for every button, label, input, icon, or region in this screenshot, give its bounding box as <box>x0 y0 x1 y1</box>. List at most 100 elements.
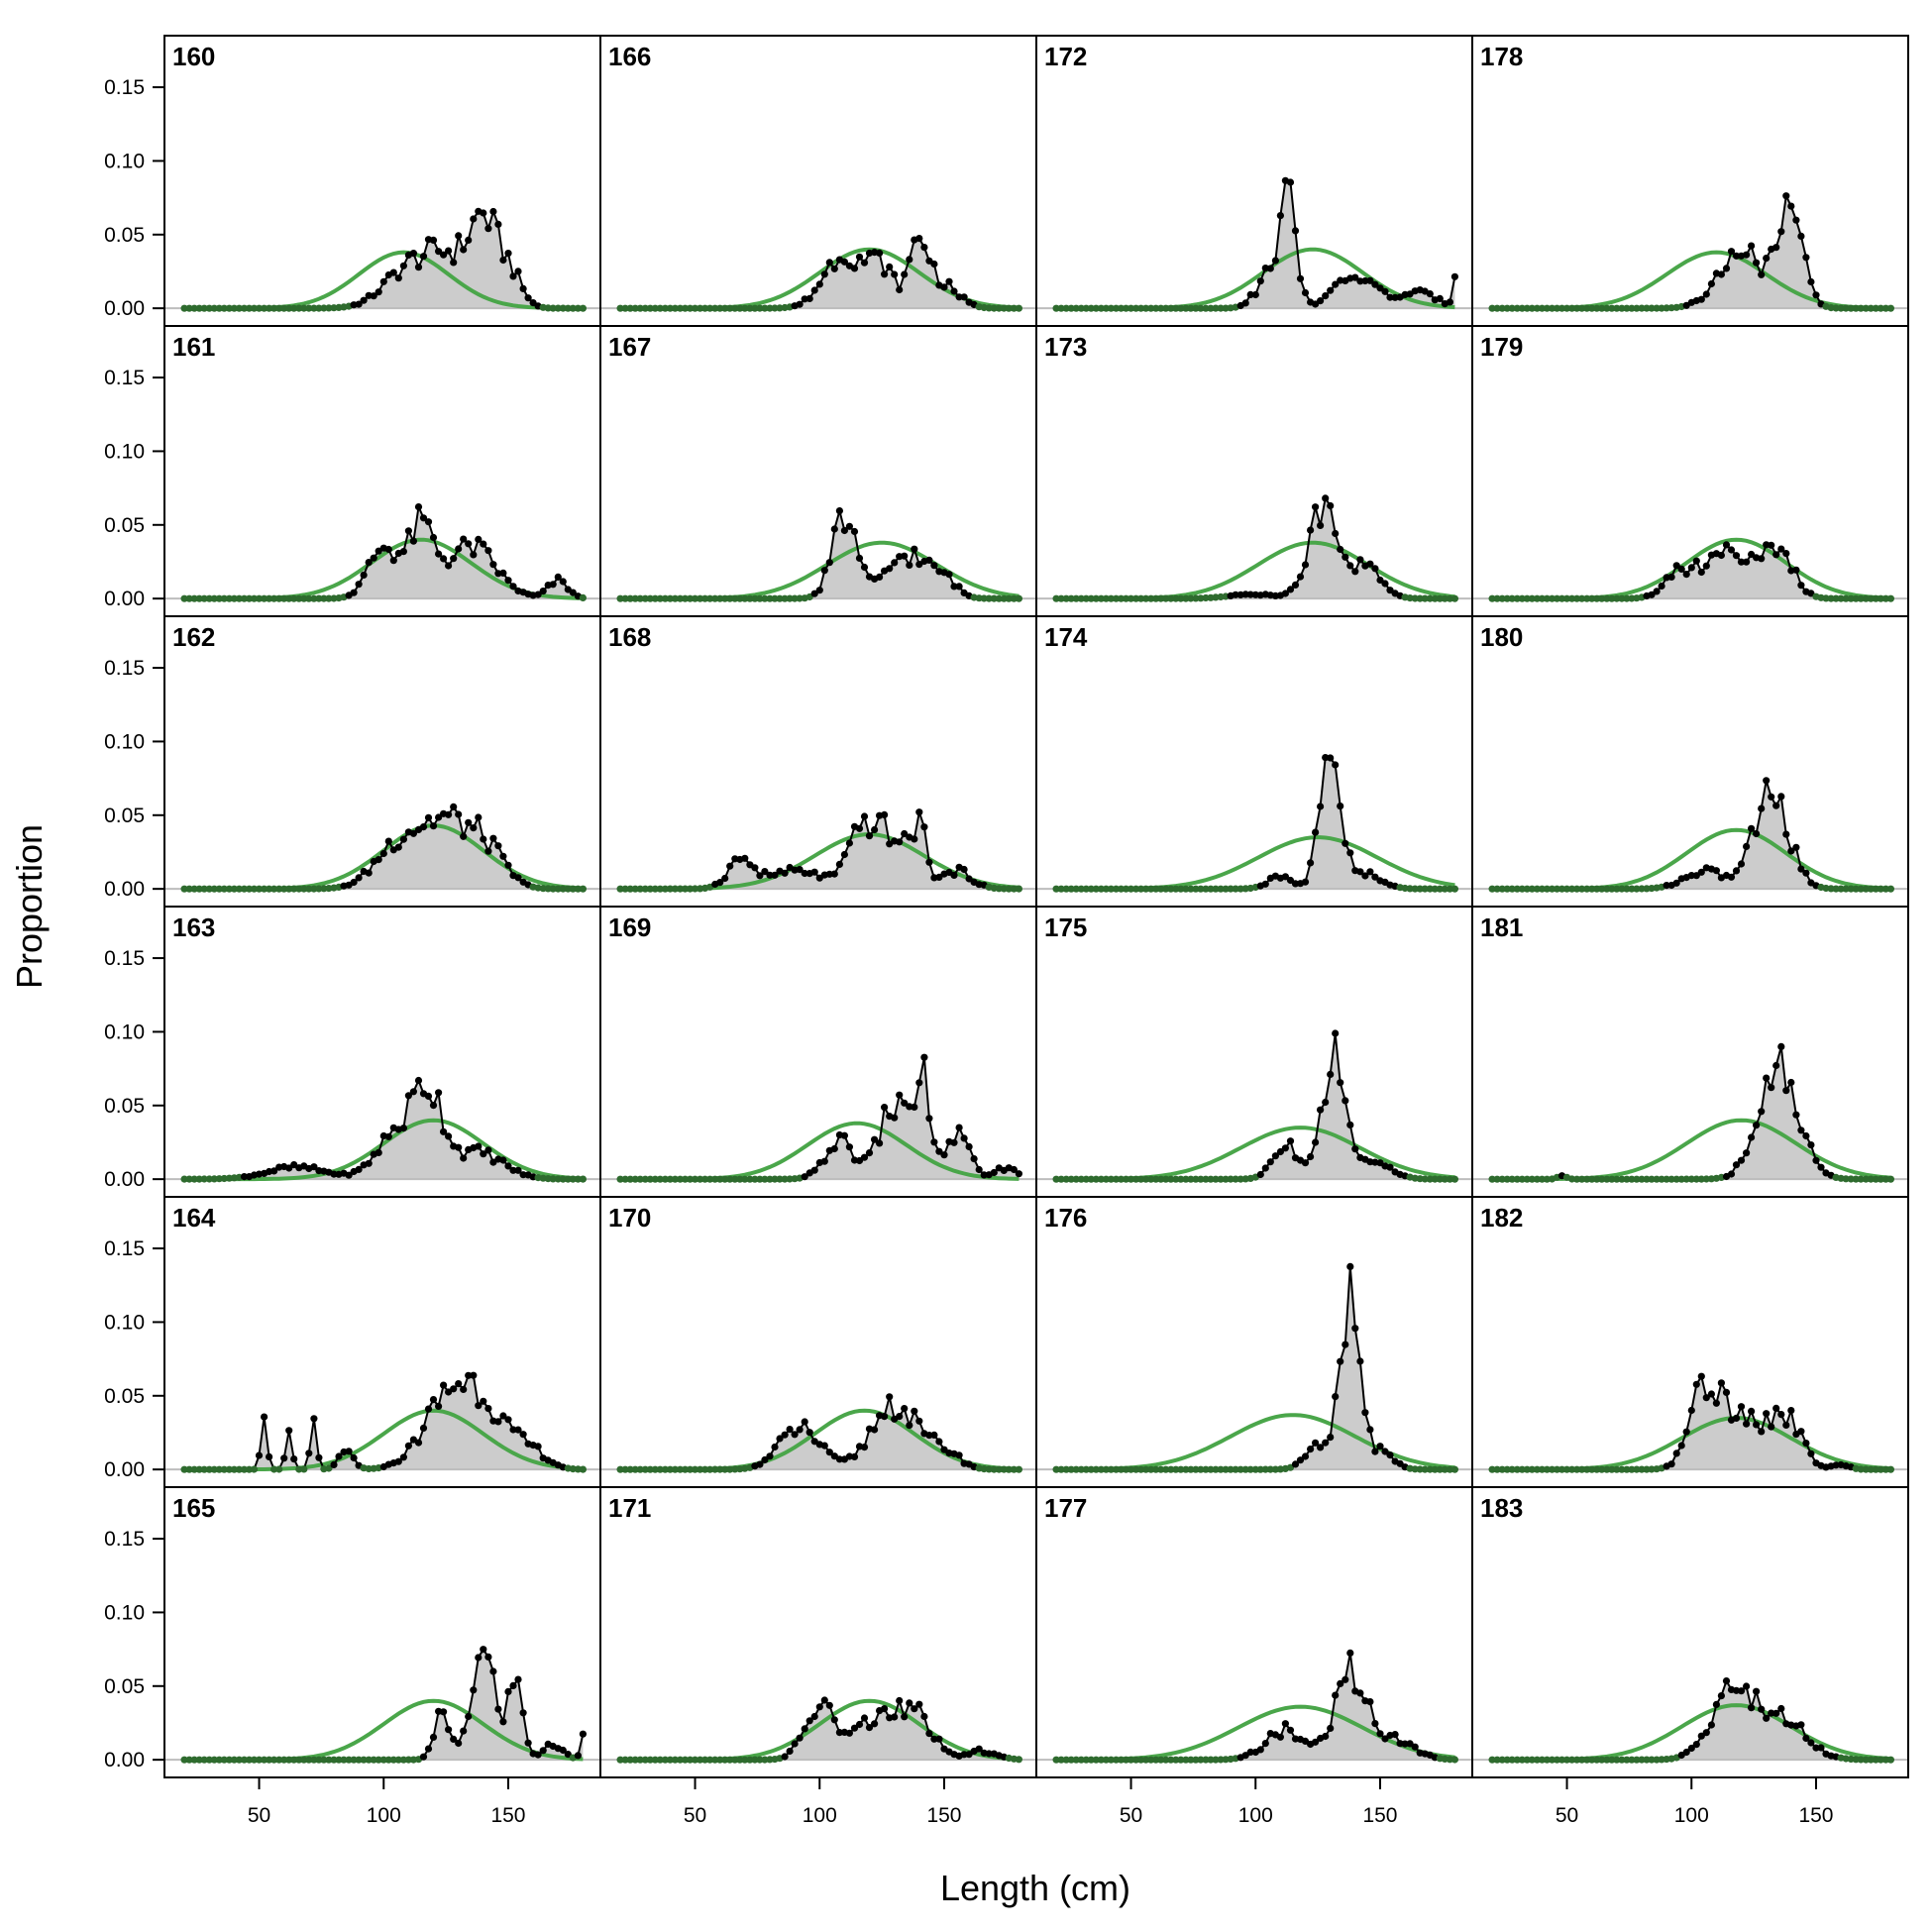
observed-point <box>1082 1465 1090 1473</box>
observed-point <box>930 1735 938 1743</box>
observed-point <box>1692 1380 1700 1388</box>
observed-point <box>1332 1393 1340 1401</box>
observed-point <box>460 246 468 254</box>
observed-point <box>1598 1756 1606 1764</box>
observed-point <box>1132 594 1140 602</box>
observed-point <box>1212 304 1220 312</box>
observed-point <box>995 594 1003 602</box>
y-tick-label: 0.00 <box>104 297 145 320</box>
observed-point <box>666 1756 675 1764</box>
observed-point <box>414 1076 423 1085</box>
observed-point <box>641 1756 649 1764</box>
observed-point <box>697 304 704 312</box>
observed-point <box>651 1465 659 1473</box>
observed-point <box>980 594 988 602</box>
observed-point <box>504 250 512 258</box>
observed-point <box>810 286 818 294</box>
observed-point <box>825 259 833 267</box>
observed-point <box>1727 248 1736 256</box>
observed-point <box>716 879 724 887</box>
observed-point <box>1337 1679 1344 1687</box>
observed-point <box>741 854 749 862</box>
observed-point <box>1062 304 1070 312</box>
observed-point <box>681 304 690 312</box>
observed-point <box>305 304 313 312</box>
observed-point <box>1533 304 1541 312</box>
observed-area-171 <box>620 1700 1020 1761</box>
observed-point <box>1753 259 1761 267</box>
observed-point <box>1232 590 1239 598</box>
observed-point <box>891 1114 899 1122</box>
observed-point <box>1768 1423 1775 1431</box>
observed-point <box>1147 885 1155 893</box>
observed-point <box>355 1756 363 1764</box>
observed-point <box>1197 1465 1205 1473</box>
observed-point <box>1317 803 1325 810</box>
panel-179: 179 <box>1471 325 1909 617</box>
observed-point <box>636 594 644 602</box>
observed-point <box>1307 1446 1315 1453</box>
observed-area-167 <box>620 510 1020 599</box>
observed-point <box>761 304 769 312</box>
observed-point <box>1702 1175 1710 1183</box>
observed-point <box>1097 885 1105 893</box>
observed-point <box>840 526 849 535</box>
observed-point <box>465 818 473 826</box>
observed-point <box>896 285 904 294</box>
observed-point <box>399 548 407 556</box>
observed-point <box>1450 1465 1458 1473</box>
observed-point <box>1518 594 1526 602</box>
observed-point <box>1568 885 1576 893</box>
y-axis-title: Proportion <box>9 824 50 989</box>
observed-point <box>470 551 478 559</box>
observed-point <box>1717 1692 1725 1700</box>
observed-point <box>1271 257 1279 265</box>
observed-point <box>781 869 789 877</box>
observed-point <box>419 1424 428 1432</box>
observed-point <box>985 1465 993 1473</box>
observed-point <box>1578 885 1586 893</box>
observed-area-177 <box>1056 1653 1455 1761</box>
observed-point <box>1162 1465 1170 1473</box>
observed-point <box>1886 304 1894 312</box>
observed-point <box>1137 1465 1145 1473</box>
observed-point <box>1187 885 1195 893</box>
observed-point <box>489 1667 497 1675</box>
observed-point <box>1450 1175 1458 1183</box>
observed-point <box>805 1717 813 1725</box>
observed-point <box>1450 885 1458 893</box>
observed-point <box>1687 1406 1695 1415</box>
observed-point <box>1648 1756 1656 1764</box>
observed-point <box>1246 290 1254 298</box>
observed-point <box>1623 1465 1631 1473</box>
observed-point <box>1376 1730 1384 1738</box>
observed-point <box>871 1720 879 1728</box>
observed-point <box>190 594 198 602</box>
observed-point <box>1827 594 1835 602</box>
observed-point <box>1732 552 1741 560</box>
observed-point <box>280 1756 288 1764</box>
observed-point <box>1768 793 1775 801</box>
observed-point <box>865 1724 874 1732</box>
observed-point <box>1603 1465 1611 1473</box>
observed-point <box>1266 1158 1274 1166</box>
observed-point <box>1426 290 1434 298</box>
observed-point <box>310 885 318 893</box>
observed-point <box>379 277 387 285</box>
observed-point <box>300 1465 308 1473</box>
observed-point <box>840 258 849 266</box>
panel-label-164: 164 <box>172 1203 216 1233</box>
observed-point <box>651 1175 659 1183</box>
observed-point <box>656 594 664 602</box>
observed-point <box>716 594 724 602</box>
observed-point <box>384 837 392 845</box>
observed-point <box>514 1675 522 1683</box>
observed-point <box>300 304 308 312</box>
observed-point <box>1633 1465 1641 1473</box>
observed-point <box>419 514 428 522</box>
observed-point <box>261 1413 268 1421</box>
observed-point <box>1743 1420 1751 1428</box>
observed-point <box>681 1175 690 1183</box>
observed-point <box>549 1175 557 1183</box>
observed-point <box>1832 885 1840 893</box>
